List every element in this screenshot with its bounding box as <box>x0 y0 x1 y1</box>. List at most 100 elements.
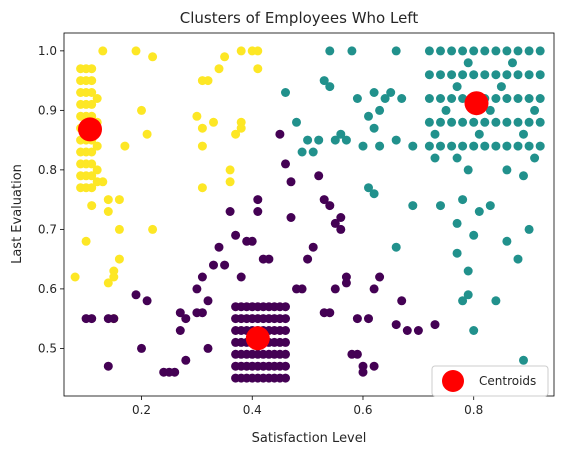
cluster-0-point <box>253 207 263 216</box>
cluster-2-point <box>92 165 102 175</box>
cluster-1-point <box>508 58 517 68</box>
cluster-2-point <box>214 64 224 74</box>
x-axis-label: Satisfaction Level <box>252 431 367 446</box>
cluster-1-point <box>502 94 512 103</box>
centroid-marker <box>464 91 489 116</box>
cluster-1-point <box>491 46 501 56</box>
cluster-0-point <box>375 272 385 282</box>
cluster-0-point <box>281 349 290 359</box>
cluster-2-point <box>131 46 141 56</box>
cluster-1-point <box>469 46 479 56</box>
cluster-1-point <box>491 117 501 127</box>
cluster-2-point <box>87 99 97 109</box>
cluster-1-point <box>375 105 385 115</box>
cluster-0-point <box>308 242 318 252</box>
cluster-0-point <box>281 326 290 335</box>
cluster-2-point <box>203 76 213 86</box>
cluster-1-point <box>292 117 301 127</box>
cluster-1-point <box>325 46 335 56</box>
x-tick-label: 0.2 <box>132 403 151 417</box>
y-tick-label: 0.6 <box>38 282 57 296</box>
cluster-0-point <box>192 284 202 294</box>
cluster-2-point <box>87 88 97 97</box>
cluster-1-point <box>447 141 457 151</box>
cluster-0-point <box>275 129 285 139</box>
cluster-1-point <box>524 117 534 127</box>
cluster-2-point <box>120 141 130 151</box>
data-points <box>70 46 545 383</box>
cluster-0-point <box>236 272 246 282</box>
cluster-1-point <box>502 236 512 246</box>
cluster-0-point <box>281 159 290 169</box>
cluster-0-point <box>247 236 257 246</box>
cluster-0-point <box>181 355 191 365</box>
cluster-1-point <box>513 94 523 103</box>
cluster-0-point <box>170 367 180 377</box>
cluster-0-point <box>297 284 307 294</box>
cluster-1-point <box>474 207 484 216</box>
cluster-2-point <box>197 183 207 193</box>
cluster-0-point <box>413 326 423 335</box>
cluster-2-point <box>197 141 207 151</box>
cluster-0-point <box>352 314 362 324</box>
cluster-1-point <box>535 94 545 103</box>
cluster-1-point <box>502 117 512 127</box>
y-tick-label: 0.8 <box>38 163 57 177</box>
cluster-0-point <box>103 361 113 371</box>
cluster-2-point <box>92 94 102 103</box>
cluster-2-point <box>87 159 97 169</box>
centroid-marker <box>245 326 270 351</box>
cluster-0-point <box>358 361 368 371</box>
cluster-0-point <box>319 195 329 205</box>
cluster-1-point <box>474 129 484 139</box>
y-tick-label: 0.9 <box>38 103 57 117</box>
cluster-1-point <box>458 296 468 306</box>
cluster-2-point <box>87 64 97 74</box>
cluster-1-point <box>391 46 401 56</box>
cluster-1-point <box>513 141 523 151</box>
cluster-1-point <box>519 171 528 181</box>
cluster-1-point <box>447 117 457 127</box>
cluster-1-point <box>380 94 390 103</box>
cluster-1-point <box>535 70 545 80</box>
cluster-1-point <box>480 141 490 151</box>
cluster-1-point <box>469 117 479 127</box>
cluster-2-point <box>192 111 202 121</box>
cluster-2-point <box>137 105 146 115</box>
cluster-1-point <box>458 70 468 80</box>
cluster-1-point <box>530 153 540 163</box>
cluster-1-point <box>502 141 512 151</box>
cluster-0-point <box>352 349 362 359</box>
cluster-2-point <box>87 171 97 181</box>
cluster-2-point <box>103 278 113 288</box>
cluster-1-point <box>436 141 445 151</box>
cluster-1-point <box>308 147 318 157</box>
cluster-1-point <box>485 105 495 115</box>
cluster-1-point <box>463 58 473 68</box>
cluster-2-point <box>253 46 263 56</box>
cluster-0-point <box>220 260 230 270</box>
cluster-2-point <box>98 46 108 56</box>
cluster-0-point <box>336 224 346 234</box>
cluster-1-point <box>297 147 307 157</box>
cluster-1-point <box>480 70 490 80</box>
cluster-0-point <box>430 320 440 330</box>
cluster-1-point <box>281 88 290 97</box>
cluster-1-point <box>336 129 346 139</box>
cluster-1-point <box>513 117 523 127</box>
cluster-1-point <box>325 82 335 92</box>
cluster-0-point <box>402 326 412 335</box>
x-tick-label: 0.4 <box>243 403 262 417</box>
cluster-1-point <box>369 189 379 199</box>
cluster-0-point <box>203 296 213 306</box>
cluster-1-point <box>447 94 457 103</box>
cluster-1-point <box>391 242 401 252</box>
cluster-1-point <box>502 70 512 80</box>
cluster-1-point <box>397 94 407 103</box>
cluster-1-point <box>430 129 440 139</box>
cluster-0-point <box>181 314 191 324</box>
y-tick-label: 1.0 <box>38 44 57 58</box>
cluster-1-point <box>424 117 434 127</box>
cluster-2-point <box>225 165 235 175</box>
